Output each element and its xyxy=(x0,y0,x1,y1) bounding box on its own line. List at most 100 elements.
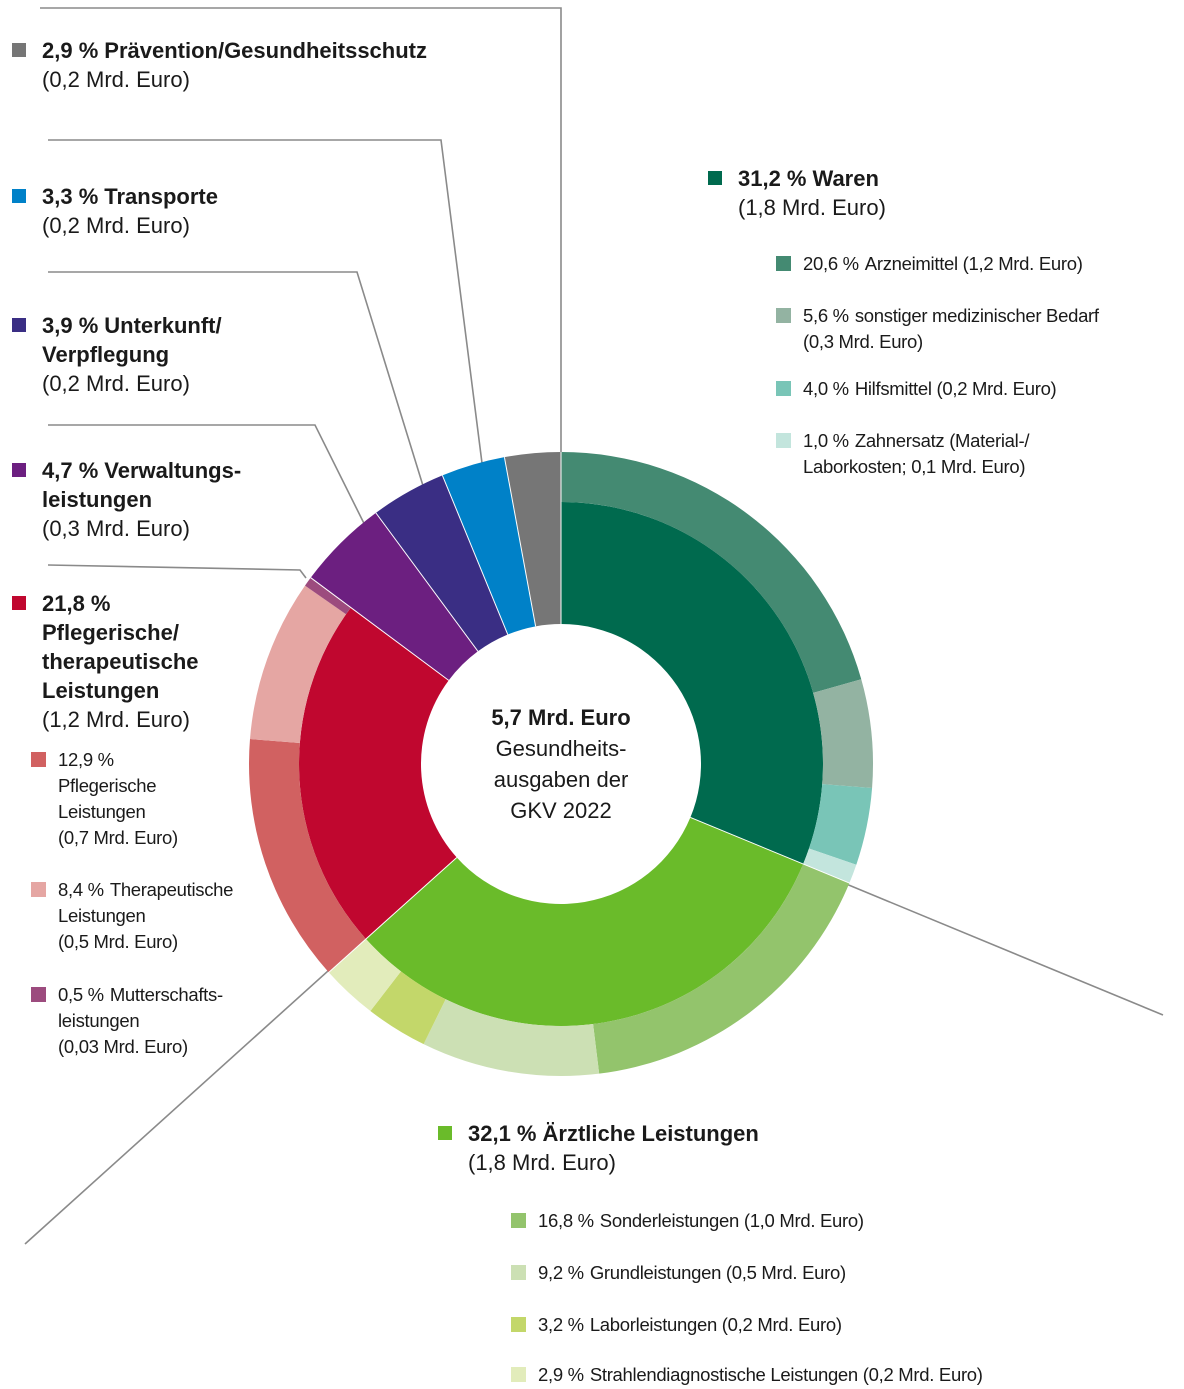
amount-label: (1,8 Mrd. Euro) xyxy=(738,195,886,220)
segment xyxy=(561,502,824,864)
legend-item: 2,9 % Strahlendiagnostische Leistungen (0… xyxy=(511,1362,983,1388)
legend-swatch xyxy=(776,381,791,396)
percent-label: 4,7 % xyxy=(42,458,99,483)
legend-swatch xyxy=(776,256,791,271)
legend-swatch xyxy=(511,1367,526,1382)
legend-text: 16,8 % Sonderleistungen (1,0 Mrd. Euro) xyxy=(538,1208,864,1234)
legend-swatch xyxy=(12,318,26,332)
amount-label: (1,2 Mrd. Euro) xyxy=(42,707,190,732)
separator xyxy=(690,816,850,884)
category-name: Transporte xyxy=(104,184,218,209)
legend-text: 4,7 % Verwaltungs- leistungen (0,3 Mrd. Eu… xyxy=(42,456,241,543)
amount-label: (1,8 Mrd. Euro) xyxy=(468,1150,616,1175)
legend-swatch xyxy=(31,752,46,767)
legend-text: 8,4 % Therapeutische Leistungen (0,5 Mrd.… xyxy=(58,877,233,955)
segment xyxy=(310,512,478,681)
percent-label: 9,2 % xyxy=(538,1262,584,1283)
legend-item: 4,0 % Hilfsmittel (0,2 Mrd. Euro) xyxy=(776,376,1057,402)
percent-label: 0,5 % xyxy=(58,984,104,1005)
segment xyxy=(365,817,804,1026)
legend-item: 9,2 % Grundleistungen (0,5 Mrd. Euro) xyxy=(511,1260,846,1286)
category-name: Arzneimittel (1,2 Mrd. Euro) xyxy=(864,253,1083,274)
legend-text: 20,6 % Arzneimittel (1,2 Mrd. Euro) xyxy=(803,251,1083,277)
percent-label: 1,0 % xyxy=(803,430,849,451)
center-text: Gesundheits- ausgaben der GKV 2022 xyxy=(493,736,629,823)
legend-text: 1,0 % Zahnersatz (Material-/ Laborkosten;… xyxy=(803,428,1029,480)
percent-label: 3,3 % xyxy=(42,184,99,209)
percent-label: 21,8 % xyxy=(42,591,111,616)
percent-label: 2,9 % xyxy=(42,38,99,63)
legend-text: 12,9 % Pflegerische Leistungen (0,7 Mrd. … xyxy=(58,747,178,851)
percent-label: 32,1 % xyxy=(468,1121,537,1146)
sub-segment xyxy=(561,452,862,693)
sub-segment xyxy=(305,577,351,615)
percent-label: 12,9 % xyxy=(58,749,114,770)
category-name: Verwaltungs- leistungen xyxy=(42,458,242,512)
amount-label: (0,3 Mrd. Euro) xyxy=(42,516,190,541)
sub-segment xyxy=(808,784,873,865)
amount-label: (0,2 Mrd. Euro) xyxy=(42,371,190,396)
legend-item: 12,9 % Pflegerische Leistungen (0,7 Mrd. … xyxy=(31,747,178,851)
legend-swatch xyxy=(776,308,791,323)
amount-label: (0,2 Mrd. Euro) xyxy=(42,213,190,238)
legend-text: 21,8 % Pflegerische/ therapeutische Leist… xyxy=(42,589,199,734)
sub-segment xyxy=(328,938,401,1012)
percent-label: 16,8 % xyxy=(538,1210,594,1231)
legend-item: 4,7 % Verwaltungs- leistungen (0,3 Mrd. Eu… xyxy=(12,456,241,543)
segment xyxy=(504,452,561,627)
separator xyxy=(441,475,509,635)
percent-label: 20,6 % xyxy=(803,253,859,274)
category-name: Prävention/Gesundheitsschutz xyxy=(104,38,427,63)
legend-text: 32,1 % Ärztliche Leistungen (1,8 Mrd. Euro… xyxy=(468,1119,759,1177)
category-name: Grundleistungen (0,5 Mrd. Euro) xyxy=(589,1262,846,1283)
percent-label: 8,4 % xyxy=(58,879,104,900)
legend-text: 9,2 % Grundleistungen (0,5 Mrd. Euro) xyxy=(538,1260,846,1286)
legend-swatch xyxy=(511,1317,526,1332)
legend-item: 32,1 % Ärztliche Leistungen (1,8 Mrd. Euro… xyxy=(438,1119,759,1177)
legend-item: 5,6 % sonstiger medizinischer Bedarf (0,3… xyxy=(776,303,1099,355)
legend-text: 3,2 % Laborleistungen (0,2 Mrd. Euro) xyxy=(538,1312,842,1338)
percent-label: 3,9 % xyxy=(42,313,99,338)
percent-label: 3,2 % xyxy=(538,1314,584,1335)
percent-label: 5,6 % xyxy=(803,305,849,326)
category-name: Sonderleistungen (1,0 Mrd. Euro) xyxy=(599,1210,864,1231)
category-name: Ärztliche Leistungen xyxy=(542,1121,759,1146)
legend-text: 0,5 % Mutterschafts- leistungen (0,03 Mrd… xyxy=(58,982,223,1060)
legend-item: 20,6 % Arzneimittel (1,2 Mrd. Euro) xyxy=(776,251,1083,277)
category-name: Laborleistungen (0,2 Mrd. Euro) xyxy=(589,1314,842,1335)
category-name: Hilfsmittel (0,2 Mrd. Euro) xyxy=(854,378,1057,399)
sub-segment xyxy=(813,679,873,789)
percent-label: 2,9 % xyxy=(538,1364,584,1385)
legend-swatch xyxy=(12,463,26,477)
legend-item: 3,9 % Unterkunft/ Verpflegung (0,2 Mrd. Eu… xyxy=(12,311,222,398)
legend-text: 5,6 % sonstiger medizinischer Bedarf (0,3… xyxy=(803,303,1099,355)
legend-swatch xyxy=(31,882,46,897)
legend-text: 31,2 % Waren (1,8 Mrd. Euro) xyxy=(738,164,886,222)
legend-text: 2,9 % Strahlendiagnostische Leistungen (0… xyxy=(538,1362,983,1388)
legend-text: 3,9 % Unterkunft/ Verpflegung (0,2 Mrd. Eu… xyxy=(42,311,222,398)
center-label: 5,7 Mrd. Euro Gesundheits- ausgaben der … xyxy=(411,702,711,826)
legend-swatch xyxy=(12,596,26,610)
category-name: Unterkunft/ Verpflegung xyxy=(42,313,222,367)
category-name: Mutterschafts- leistungen (0,03 Mrd. Eur… xyxy=(58,984,223,1057)
leader-line xyxy=(47,564,307,579)
legend-swatch xyxy=(438,1126,452,1140)
legend-item: 1,0 % Zahnersatz (Material-/ Laborkosten;… xyxy=(776,428,1029,480)
category-name: Waren xyxy=(812,166,879,191)
legend-swatch xyxy=(511,1265,526,1280)
legend-item: 8,4 % Therapeutische Leistungen (0,5 Mrd.… xyxy=(31,877,233,955)
amount-label: (0,2 Mrd. Euro) xyxy=(42,67,190,92)
separator xyxy=(375,512,479,652)
separator xyxy=(503,457,537,627)
legend-swatch xyxy=(776,433,791,448)
segment xyxy=(375,475,508,652)
sub-segment xyxy=(250,585,347,744)
legend-item: 31,2 % Waren (1,8 Mrd. Euro) xyxy=(708,164,886,222)
category-name: sonstiger medizinischer Bedarf (0,3 Mrd.… xyxy=(803,305,1099,352)
category-name: Zahnersatz (Material-/ Laborkosten; 0,1 … xyxy=(803,430,1030,477)
legend-item: 2,9 % Prävention/Gesundheitsschutz (0,2 Mr… xyxy=(12,36,427,94)
legend-item: 0,5 % Mutterschafts- leistungen (0,03 Mrd… xyxy=(31,982,223,1060)
percent-label: 31,2 % xyxy=(738,166,807,191)
legend-text: 4,0 % Hilfsmittel (0,2 Mrd. Euro) xyxy=(803,376,1057,402)
legend-swatch xyxy=(12,189,26,203)
